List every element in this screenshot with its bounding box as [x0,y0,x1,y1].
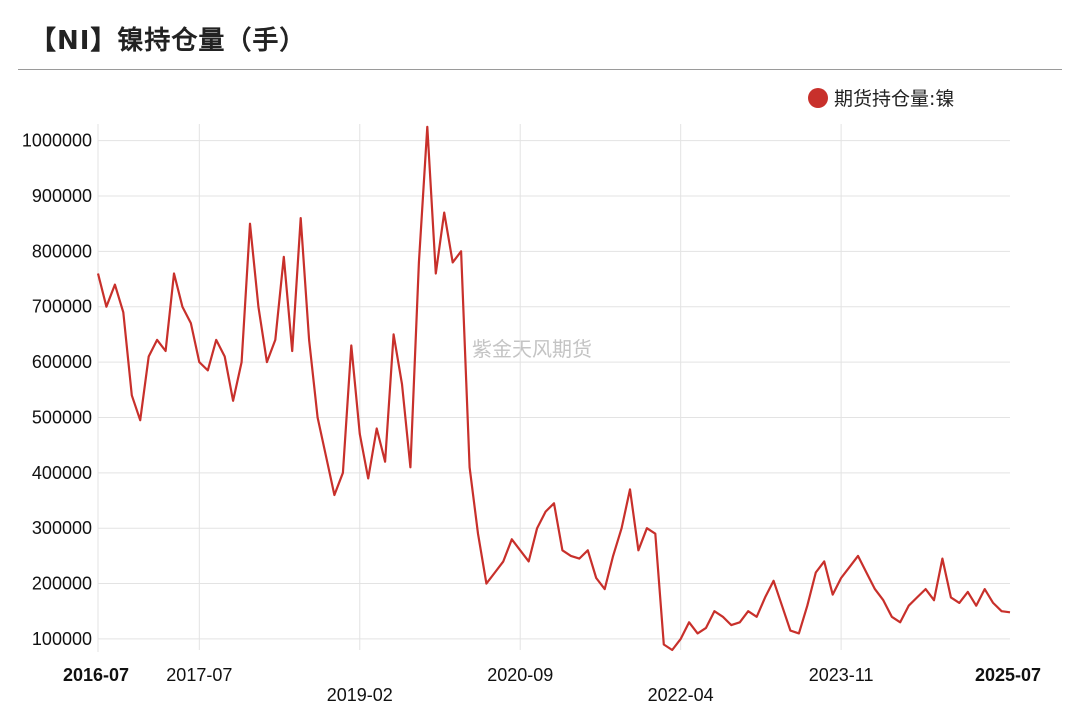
y-tick-label: 700000 [32,297,92,317]
x-tick-label: 2019-02 [327,685,393,705]
y-tick-label: 800000 [32,241,92,261]
y-axis: 100000 200000 300000 400000 500000 600000 7000… [22,131,92,649]
watermark: 紫金天风期货 [472,337,592,361]
y-tick-label: 300000 [32,518,92,538]
x-tick-label: 2025-07 [975,665,1041,685]
y-tick-label: 100000 [32,629,92,649]
x-tick-label: 2022-04 [648,685,714,705]
chart-grid [97,124,1010,652]
y-tick-label: 400000 [32,463,92,483]
y-tick-label: 900000 [32,186,92,206]
y-tick-label: 600000 [32,352,92,372]
x-tick-label: 2017-07 [166,665,232,685]
y-tick-label: 500000 [32,407,92,427]
chart-series [96,125,1011,652]
legend-label: 期货持仓量:镍 [834,88,955,110]
y-tick-label: 1000000 [22,131,92,151]
legend-marker [808,87,828,108]
x-tick-label: 2020-09 [487,665,553,685]
title-divider [18,69,1062,70]
series-line-nickel-open-interest [96,125,1011,652]
x-axis: 2016-07 2017-07 2019-02 2020-09 2022-04 2023-… [63,665,1041,705]
x-tick-label: 2023-11 [809,665,874,685]
page-title: 【NI】镍持仓量（手） [30,26,307,56]
x-tick-label: 2016-07 [63,665,129,685]
chart-legend: 期货持仓量:镍 [808,84,954,111]
y-tick-label: 200000 [32,574,92,594]
